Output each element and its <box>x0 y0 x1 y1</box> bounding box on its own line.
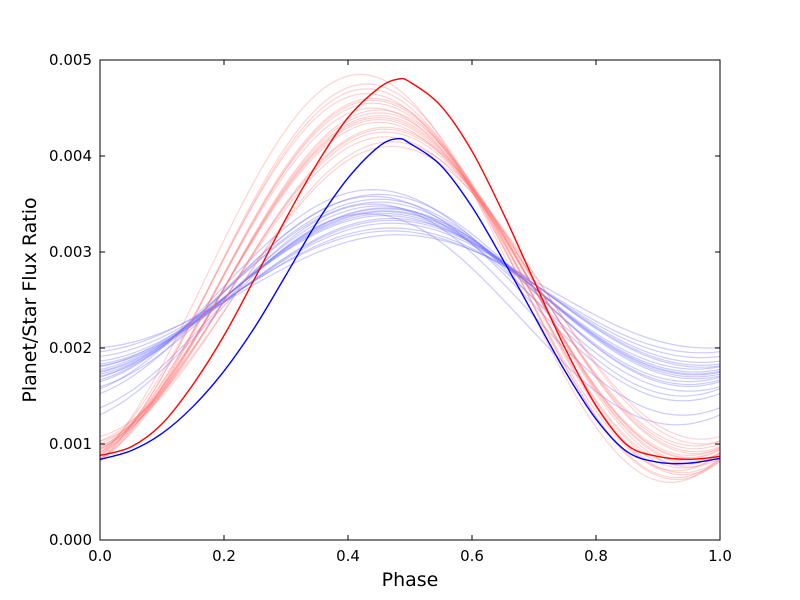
y-tick-label: 0.004 <box>49 147 92 165</box>
x-tick-label: 0.8 <box>584 547 608 565</box>
blue-sample-curve <box>100 201 720 383</box>
red-sample-curve <box>100 102 720 469</box>
blue-sample-curve <box>100 227 720 359</box>
plot-frame <box>99 59 721 541</box>
blue-sample-curve <box>100 219 720 366</box>
y-tick-label: 0.002 <box>49 339 92 357</box>
red-sample-curve <box>100 136 720 447</box>
blue-sample-curve <box>100 207 720 380</box>
blue-sample-curve <box>100 198 720 386</box>
blue-sample-curve <box>100 195 720 402</box>
blue-sample-curve <box>100 210 720 375</box>
y-tick-label: 0.005 <box>49 51 92 69</box>
x-tick-label: 1.0 <box>708 547 732 565</box>
y-tick-label: 0.000 <box>49 531 92 549</box>
best-fit-curves <box>100 77 720 465</box>
red-sample-curve <box>100 116 720 460</box>
blue-series-line <box>100 137 720 465</box>
red-sample-curve <box>100 73 720 484</box>
blue-sample-curve <box>100 203 720 416</box>
y-axis-ticks: 0.000 0.001 0.002 0.003 0.004 0.005 <box>49 51 720 549</box>
x-tick-label: 0.2 <box>212 547 236 565</box>
red-sample-curve <box>100 112 720 464</box>
posterior-samples <box>100 73 720 484</box>
red-sample-curve <box>100 107 720 466</box>
x-axis-title: Phase <box>382 569 439 591</box>
blue-sample-curve <box>100 212 720 373</box>
x-tick-label: 0.4 <box>336 547 360 565</box>
blue-sample-curve <box>100 208 720 378</box>
x-tick-label: 0.6 <box>460 547 484 565</box>
blue-sample-curve <box>100 230 720 354</box>
red-series-line <box>100 77 720 461</box>
y-axis-title: Planet/Star Flux Ratio <box>19 197 41 402</box>
red-sample-curve <box>100 97 720 474</box>
red-sample-curve <box>100 99 720 476</box>
red-sample-curve <box>100 109 720 468</box>
blue-sample-curve <box>100 211 720 376</box>
x-tick-label: 0.0 <box>88 547 112 565</box>
y-tick-label: 0.001 <box>49 435 92 453</box>
red-sample-curve <box>100 126 720 455</box>
x-axis-ticks: 0.0 0.2 0.4 0.6 0.8 1.0 <box>88 60 732 565</box>
red-sample-curve <box>100 92 720 472</box>
blue-sample-curve <box>100 205 720 392</box>
blue-sample-curve <box>100 193 720 388</box>
red-sample-curve <box>100 145 720 440</box>
red-sample-curve <box>100 83 720 481</box>
red-sample-curve <box>100 131 720 450</box>
red-sample-curve <box>100 128 720 453</box>
y-tick-label: 0.003 <box>49 243 92 261</box>
blue-sample-curve <box>100 188 720 397</box>
red-sample-curve <box>100 115 720 462</box>
red-sample-curve <box>100 118 720 459</box>
red-sample-curve <box>100 88 720 479</box>
blue-sample-curve <box>100 212 720 426</box>
blue-sample-curve <box>100 217 720 368</box>
blue-sample-curve <box>100 234 720 349</box>
red-sample-curve <box>100 121 720 457</box>
blue-sample-curve <box>100 214 720 370</box>
blue-sample-curve <box>100 222 720 364</box>
